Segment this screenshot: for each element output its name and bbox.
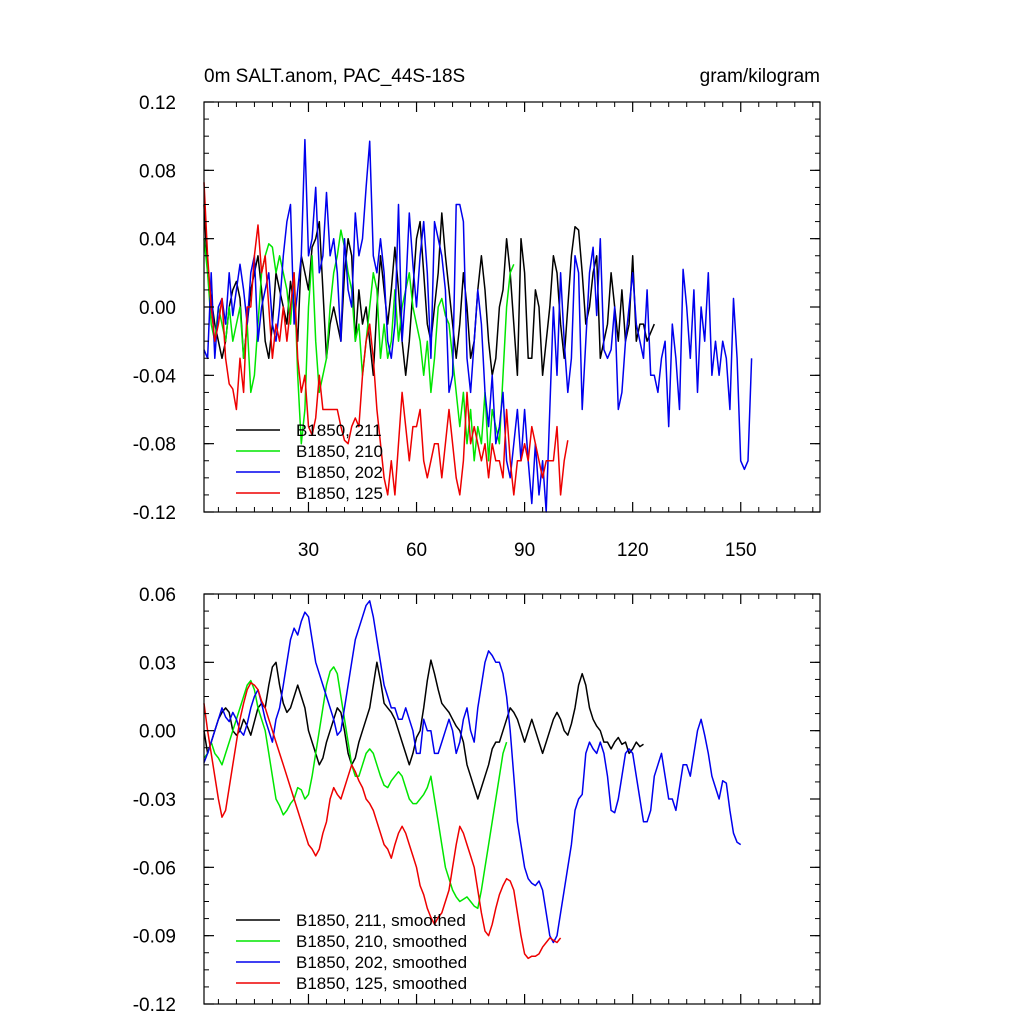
x-tick-label: 60 <box>406 540 427 561</box>
y-tick-label: 0.00 <box>139 298 176 319</box>
x-tick-label: 120 <box>617 540 649 561</box>
series-line-b1850-210 <box>203 229 515 462</box>
chart-title: 0m SALT.anom, PAC_44S-18S <box>204 66 465 87</box>
x-tick-label: 150 <box>725 540 757 561</box>
series-line-b1850-202 <box>203 138 753 513</box>
legend-label: B1850, 202, smoothed <box>296 953 467 972</box>
y-tick-label: 0.00 <box>139 722 176 743</box>
y-tick-label: -0.04 <box>133 366 177 387</box>
x-tick-label: 30 <box>298 540 319 561</box>
legend-label: B1850, 211, smoothed <box>296 911 466 930</box>
legend-label: B1850, 125, smoothed <box>296 974 467 993</box>
top-panel: 0m SALT.anom, PAC_44S-18S gram/kilogram 0.… <box>133 66 821 561</box>
y-tick-label: 0.04 <box>139 230 176 251</box>
x-tick-label: 90 <box>514 540 535 561</box>
legend-label: B1850, 210 <box>296 442 383 461</box>
legend-label: B1850, 211 <box>296 421 382 440</box>
legend-label: B1850, 125 <box>296 484 383 503</box>
y-tick-label: 0.03 <box>139 653 176 674</box>
y-tick-label: 0.12 <box>139 93 176 114</box>
y-tick-label: -0.12 <box>133 503 176 524</box>
y-tick-label: -0.03 <box>133 790 176 811</box>
series-line-b1850-210-smoothed <box>203 666 508 910</box>
series-line-b1850-202-smoothed <box>203 600 742 944</box>
y-tick-label: -0.06 <box>133 858 176 879</box>
y-tick-label: -0.09 <box>133 927 176 948</box>
y-tick-label: 0.08 <box>139 161 176 182</box>
series-line-b1850-125-smoothed <box>203 682 562 960</box>
legend-label: B1850, 202 <box>296 463 383 482</box>
bottom-panel: 0.06 0.03 0.00 -0.03 -0.06 -0.09 -0.12 B1850, 2… <box>133 585 821 1016</box>
legend-label: B1850, 210, smoothed <box>296 932 467 951</box>
y-tick-label: -0.08 <box>133 435 176 456</box>
units-label: gram/kilogram <box>700 66 820 87</box>
series-line-b1850-125 <box>203 182 569 496</box>
series-line-b1850-211-smoothed <box>203 659 644 800</box>
y-tick-label: -0.12 <box>133 995 176 1016</box>
y-tick-label: 0.06 <box>139 585 176 606</box>
